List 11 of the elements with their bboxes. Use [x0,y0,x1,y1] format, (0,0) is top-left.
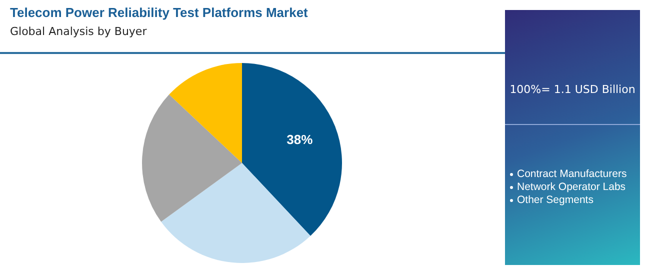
data-label: 38% [286,132,314,148]
text: 100%= 1.1 USD Billion [508,83,636,96]
text: Other Segments [517,194,594,206]
pie-slice [169,63,242,163]
chart-title: Telecom Power Reliability Test Platforms Market [10,5,309,20]
text: Network Operator Labs [517,181,626,193]
text: Contract Manufacturers [517,168,627,180]
pie-slice [142,94,242,222]
chart-subtitle: Global Analysis by Buyer [10,25,148,38]
pie-slice [242,63,342,236]
pie-slice [161,163,310,263]
